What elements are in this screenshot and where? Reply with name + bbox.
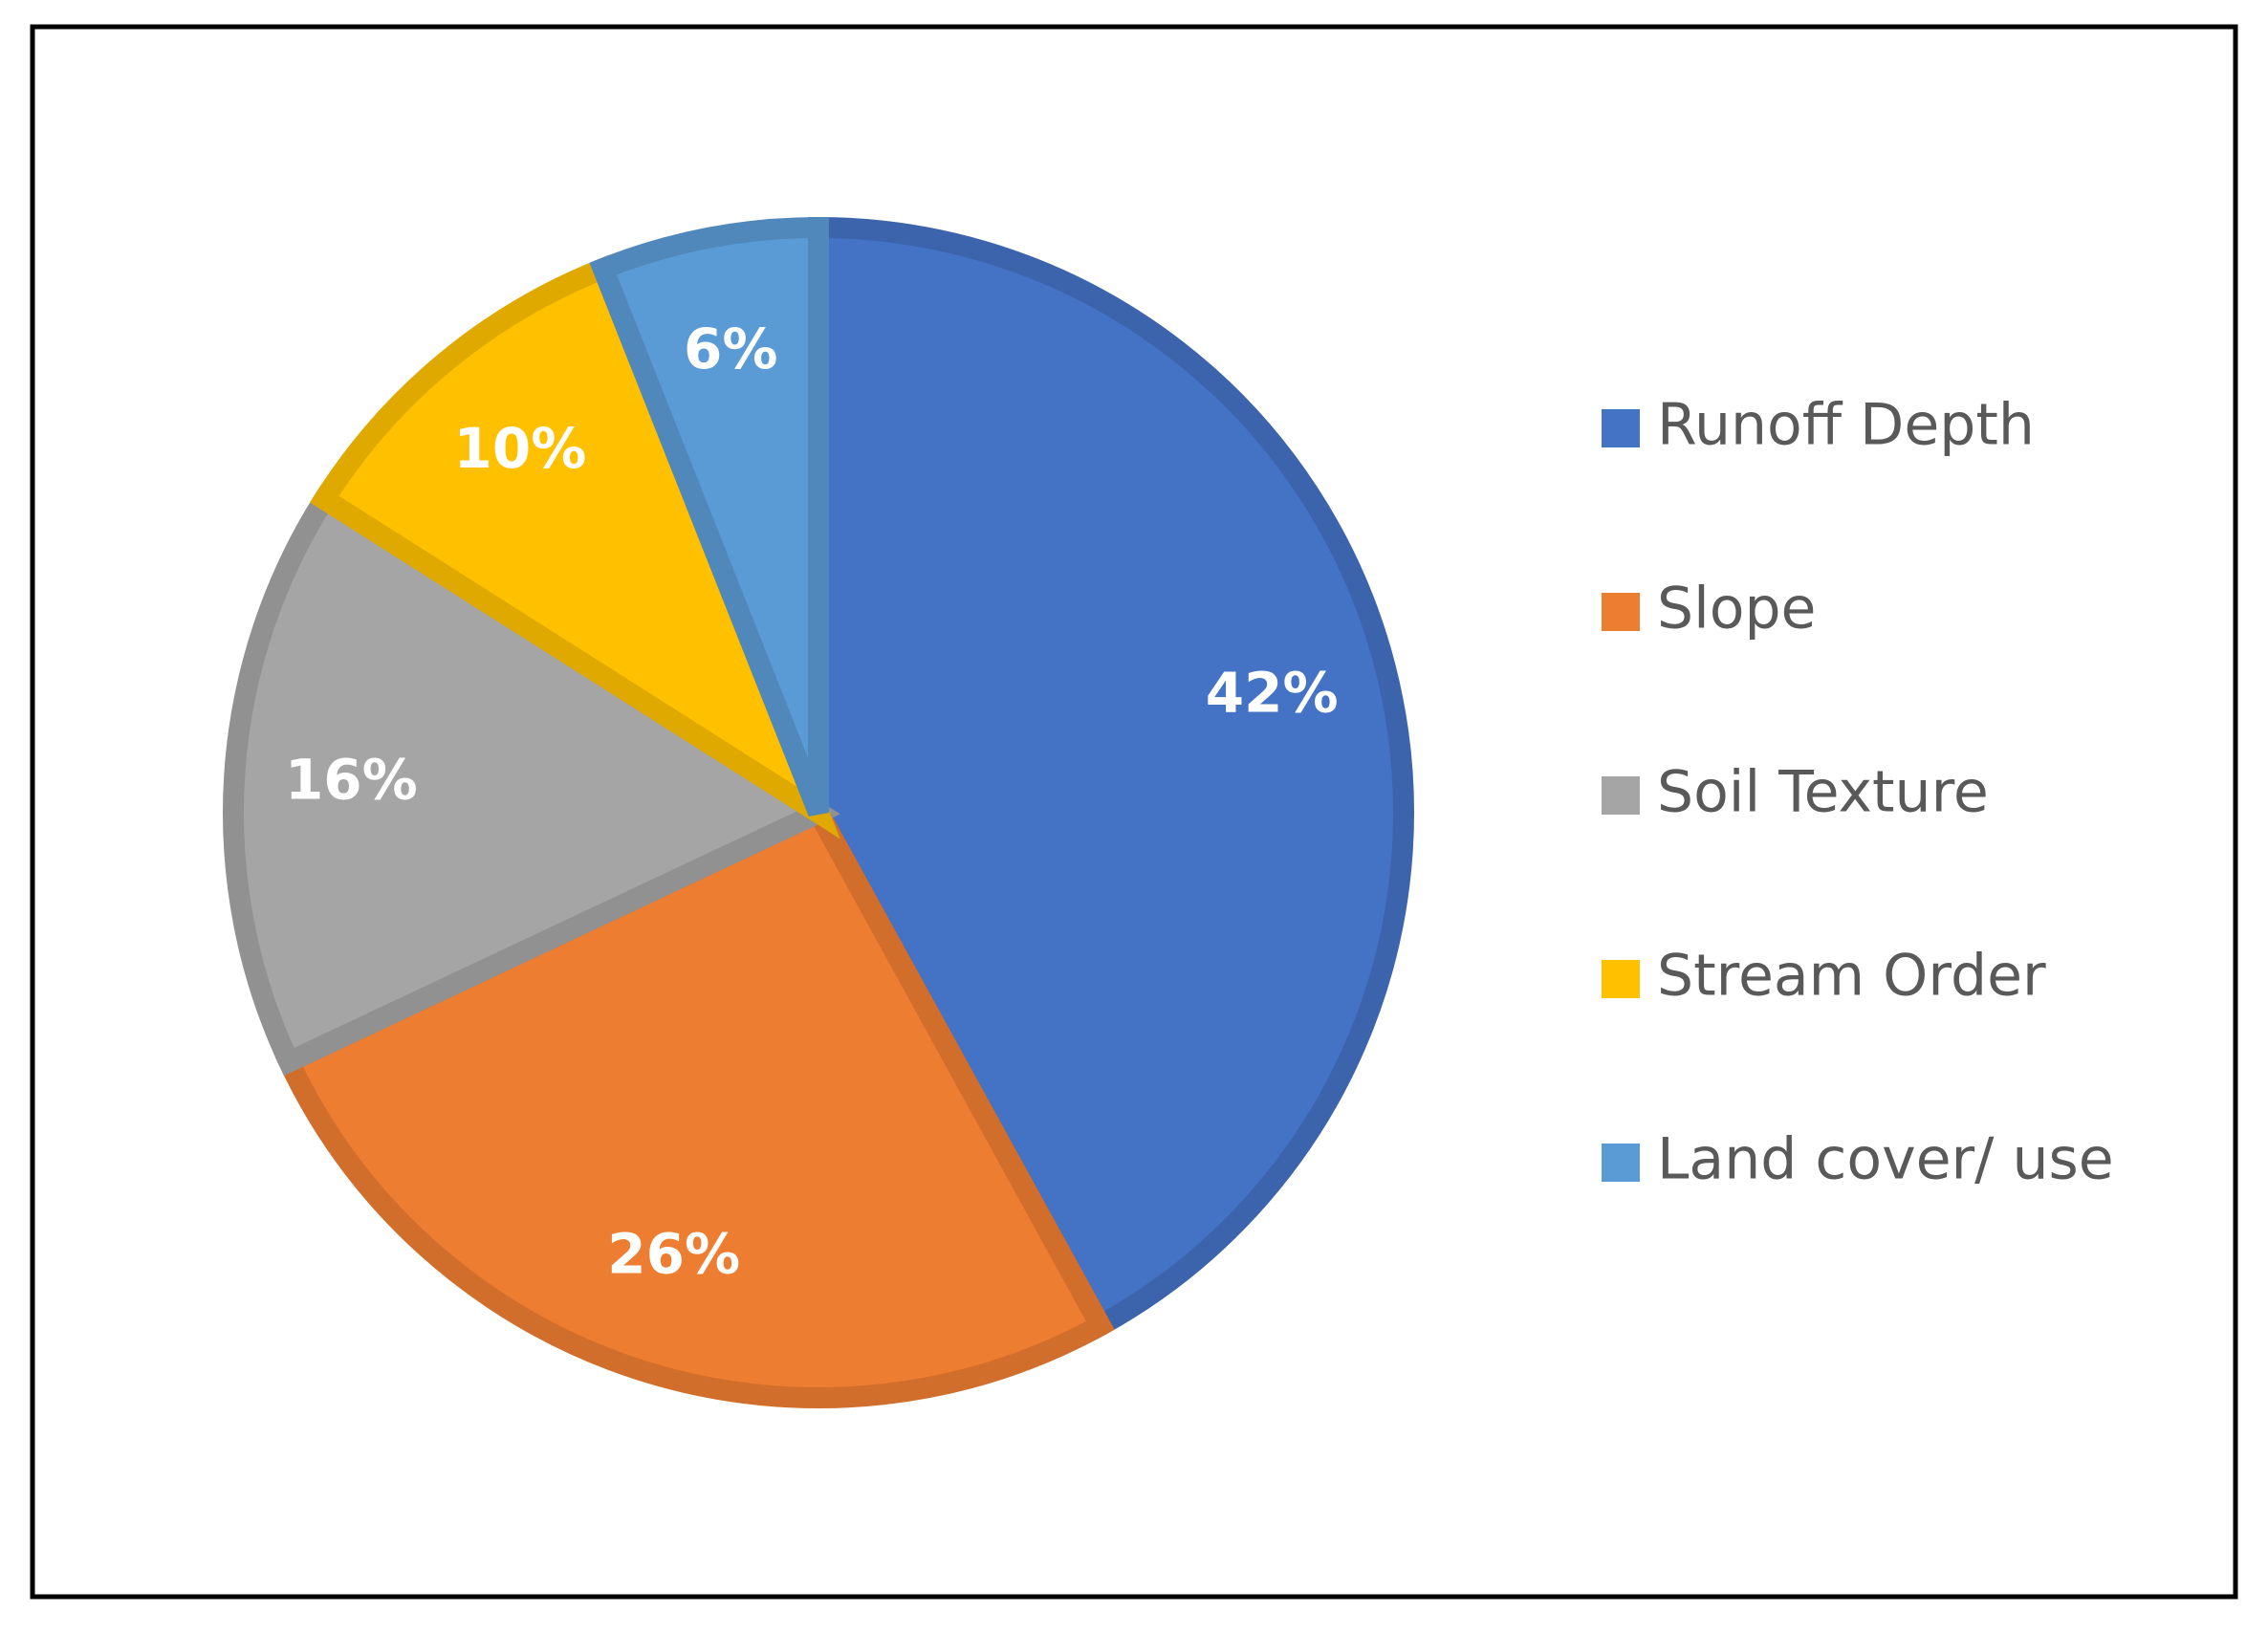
legend-label: Stream Order: [1657, 943, 2046, 1010]
legend-swatch: [1602, 409, 1640, 447]
pie-slice: [274, 798, 1115, 1408]
legend-label: Slope: [1657, 576, 1816, 643]
data-label: 42%: [1206, 660, 1339, 725]
pie-slice: [589, 216, 829, 817]
data-label: 10%: [454, 416, 587, 481]
pie-slice: [223, 484, 840, 1077]
pie-slice: [310, 254, 840, 839]
data-label: 6%: [684, 316, 777, 381]
legend-label: Land cover/ use: [1657, 1126, 2114, 1193]
pie-slice: [808, 216, 1414, 1340]
legend-label: Soil Texture: [1657, 759, 1989, 826]
legend-label: Runoff Depth: [1657, 392, 2035, 459]
data-label: 16%: [285, 747, 418, 812]
legend-swatch: [1602, 776, 1640, 815]
legend-swatch: [1602, 1144, 1640, 1182]
legend-swatch: [1602, 960, 1640, 998]
data-label: 26%: [607, 1222, 740, 1287]
legend-swatch: [1602, 593, 1640, 631]
